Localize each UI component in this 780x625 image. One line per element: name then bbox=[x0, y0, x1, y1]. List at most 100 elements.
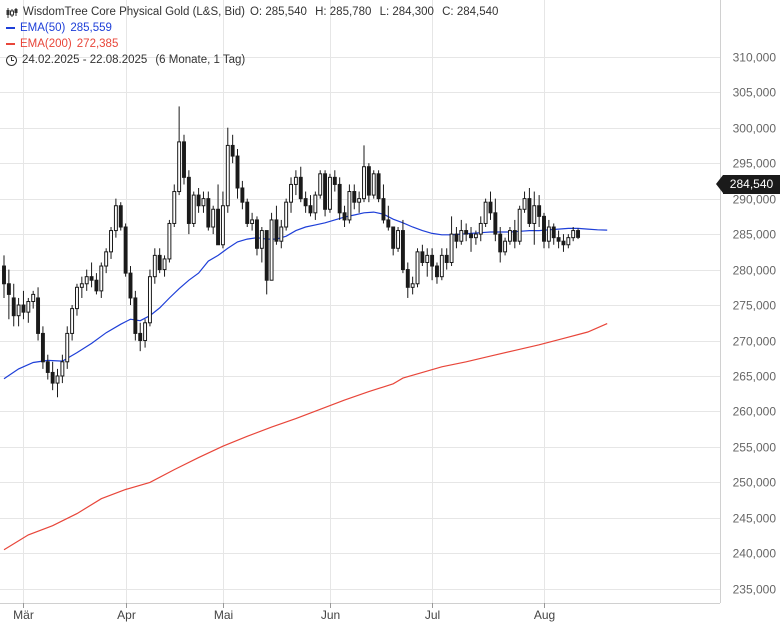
candle-body bbox=[206, 198, 211, 228]
candle-body bbox=[469, 233, 473, 239]
candle-body bbox=[21, 304, 26, 313]
chart-legend: WisdomTree Core Physical Gold (L&S, Bid)… bbox=[6, 4, 498, 68]
candle bbox=[561, 234, 566, 252]
candle-body bbox=[332, 176, 337, 185]
x-tick-label: Aug bbox=[534, 608, 555, 622]
candle bbox=[522, 191, 527, 213]
candle-body bbox=[2, 265, 6, 285]
x-tick-label: Mai bbox=[214, 608, 233, 622]
y-axis: 235,000 240,000 245,000 250,000 255,000 260,0… bbox=[720, 0, 777, 603]
candle bbox=[143, 319, 148, 348]
candle bbox=[250, 212, 255, 231]
clock-icon bbox=[6, 54, 17, 66]
candle-body bbox=[561, 240, 566, 246]
candle-body bbox=[532, 205, 537, 224]
candle-body bbox=[128, 272, 133, 299]
legend-period-row: 24.02.2025 - 22.08.2025 (6 Monate, 1 Tag… bbox=[6, 52, 498, 68]
candle-body bbox=[167, 222, 172, 260]
candle bbox=[435, 262, 439, 284]
candle-body bbox=[357, 198, 362, 203]
candle-body bbox=[410, 283, 415, 288]
candle bbox=[269, 212, 274, 281]
y-tick-label: 245,000 bbox=[733, 512, 777, 526]
ema200-swatch bbox=[6, 43, 15, 45]
candle bbox=[99, 262, 104, 298]
candle bbox=[332, 170, 337, 192]
candle bbox=[318, 170, 323, 199]
candle-body bbox=[84, 276, 89, 285]
legend-close: C: 284,540 bbox=[442, 6, 499, 18]
candle-body bbox=[522, 198, 527, 210]
candle bbox=[191, 191, 196, 228]
candle-body bbox=[89, 276, 94, 281]
candle bbox=[55, 368, 60, 398]
ema50-swatch bbox=[6, 27, 15, 29]
candle bbox=[26, 297, 31, 323]
candle-body bbox=[211, 208, 216, 228]
candle-body bbox=[216, 208, 221, 246]
candle bbox=[576, 228, 581, 240]
x-tick-label: Jun bbox=[321, 608, 340, 622]
candle-body bbox=[303, 198, 308, 207]
candle bbox=[298, 166, 303, 203]
candle bbox=[415, 248, 420, 288]
candle-body bbox=[362, 166, 366, 200]
candle-body bbox=[308, 205, 313, 214]
candle bbox=[483, 198, 488, 228]
legend-high: H: 285,780 bbox=[315, 6, 372, 18]
legend-ema50-value: 285,559 bbox=[70, 22, 112, 34]
candle-body bbox=[439, 254, 444, 278]
candle bbox=[21, 290, 26, 320]
legend-ema200-row[interactable]: EMA(200) 272,385 bbox=[6, 36, 498, 52]
candle bbox=[323, 170, 328, 217]
candle-body bbox=[186, 176, 191, 224]
y-tick-label: 250,000 bbox=[733, 476, 777, 490]
candle-body bbox=[220, 205, 225, 246]
y-tick-label: 275,000 bbox=[733, 299, 777, 313]
candle bbox=[182, 134, 186, 185]
candle bbox=[444, 248, 449, 270]
candle bbox=[40, 326, 45, 369]
candle-body bbox=[459, 230, 464, 242]
candle-body bbox=[347, 191, 352, 221]
x-axis: Mär Apr Mai Jun Jul Aug bbox=[0, 603, 720, 622]
candles bbox=[2, 106, 581, 398]
candle bbox=[396, 227, 401, 252]
y-tick-label: 295,000 bbox=[733, 157, 777, 171]
candle bbox=[75, 283, 79, 316]
candle-body bbox=[430, 254, 435, 267]
candle-body bbox=[94, 279, 99, 292]
candle bbox=[498, 227, 503, 263]
candle-body bbox=[352, 191, 357, 203]
candle bbox=[65, 326, 70, 369]
candle-body bbox=[45, 361, 50, 373]
y-tick-label: 240,000 bbox=[733, 547, 777, 561]
candle bbox=[240, 180, 245, 210]
candle-body bbox=[70, 308, 75, 334]
candle bbox=[313, 191, 318, 220]
candle-body bbox=[405, 269, 410, 288]
candle-body bbox=[152, 254, 157, 278]
candle bbox=[507, 227, 512, 245]
candle bbox=[308, 195, 313, 217]
legend-ema50-row[interactable]: EMA(50) 285,559 bbox=[6, 20, 498, 36]
candle-body bbox=[323, 173, 328, 210]
candle bbox=[230, 134, 235, 164]
candle-body bbox=[16, 304, 21, 317]
candle-body bbox=[566, 237, 571, 246]
candle-body bbox=[546, 226, 551, 242]
candle-body bbox=[11, 297, 16, 317]
x-tick-label: Mär bbox=[13, 608, 34, 622]
candle bbox=[571, 227, 576, 242]
y-tick-label: 255,000 bbox=[733, 441, 777, 455]
candle bbox=[279, 219, 284, 249]
candle bbox=[386, 205, 391, 231]
candle bbox=[551, 223, 556, 245]
y-tick-label: 280,000 bbox=[733, 264, 777, 278]
ema200-line bbox=[3, 323, 608, 551]
candle-body bbox=[517, 208, 522, 242]
candle bbox=[362, 145, 366, 203]
candle-body bbox=[225, 144, 230, 207]
candle-body bbox=[298, 176, 303, 200]
